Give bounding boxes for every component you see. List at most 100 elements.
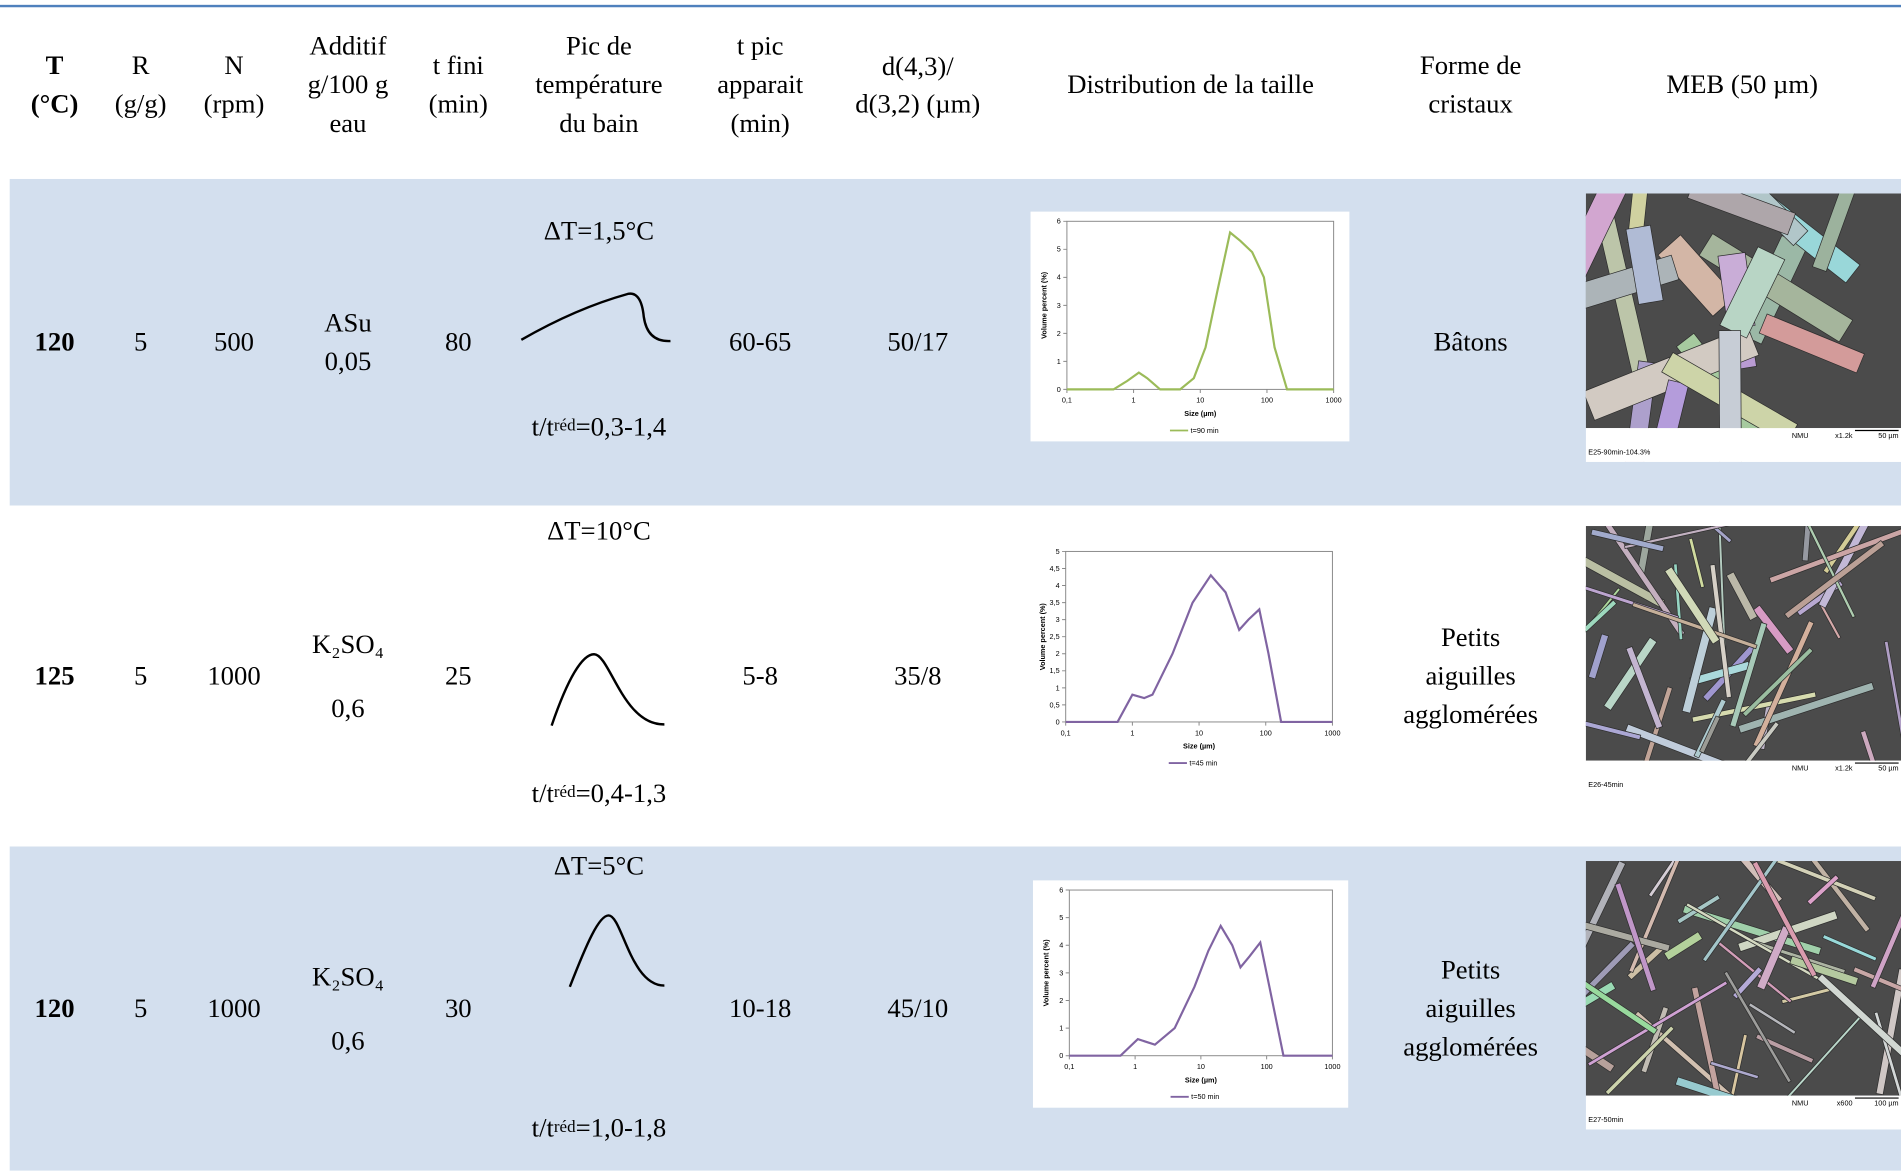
x-tick-label: 10 xyxy=(1195,728,1203,737)
sem-crystal xyxy=(1625,224,1664,305)
sem-crystal xyxy=(1785,526,1856,619)
sem-crystal xyxy=(1748,1002,1797,1035)
sem-image: NMU x1.2k 50 µm E26-45min xyxy=(1585,526,1901,795)
x-tick-label: 0,1 xyxy=(1062,396,1072,405)
sem-caption-bar xyxy=(1585,428,1901,462)
t-ratio-main: t/t xyxy=(531,777,554,808)
x-tick-label: 1000 xyxy=(1324,1062,1340,1071)
sem-crystal xyxy=(1816,973,1901,1083)
cell-t-fini: 80 xyxy=(444,326,472,357)
sem-crystal xyxy=(1585,958,1658,1035)
sem-scale: 100 µm xyxy=(1874,1098,1898,1107)
sem-crystal xyxy=(1604,1025,1675,1096)
sem-crystal xyxy=(1751,861,1818,978)
cell-T: 120 xyxy=(34,992,75,1024)
sem-crystal xyxy=(1585,981,1617,1017)
legend-label: t=50 min xyxy=(1191,1092,1219,1101)
delta-t: ΔT=10°C xyxy=(547,515,651,546)
x-axis-label: Size (µm) xyxy=(1185,1075,1218,1084)
x-tick-label: 0,1 xyxy=(1061,728,1071,737)
sem-crystal xyxy=(1758,313,1865,374)
y-tick-label: 0 xyxy=(1056,717,1060,726)
t-ratio-sub: réd xyxy=(553,1118,576,1137)
cell-d: 35/8 xyxy=(894,660,942,691)
cell-forme: Petits aiguilles agglomérées xyxy=(1403,954,1539,1062)
sem-label: E27-50min xyxy=(1588,1115,1623,1124)
y-tick-label: 2 xyxy=(1056,649,1060,658)
x-tick-label: 1 xyxy=(1132,396,1136,405)
distribution-chart: 0 0,5 1 1,5 2 2,5 3 3,5 4 4,5 5 0,1 1 10 100 1000 Size (… xyxy=(1029,541,1349,774)
y-tick-label: 1 xyxy=(1057,357,1061,366)
cell-N: 1000 xyxy=(207,660,261,691)
cell-R: 5 xyxy=(133,992,148,1024)
sem-crystal xyxy=(1657,234,1736,317)
sem-image: NMU x1.2k 50 µm E25-90min-104.3% xyxy=(1585,193,1901,462)
sem-crystal xyxy=(1688,537,1705,589)
y-tick-label: 1 xyxy=(1059,1024,1063,1033)
sem-crystal xyxy=(1737,681,1875,734)
sem-magnification: x1.2k xyxy=(1835,431,1853,440)
legend-label: t=90 min xyxy=(1191,426,1219,435)
header-cell: Forme de cristaux xyxy=(1419,49,1522,119)
sem-crystal xyxy=(1585,599,1618,633)
sem-crystal xyxy=(1875,968,1901,1096)
y-tick-label: 5 xyxy=(1056,547,1060,556)
header-cell: t fini (min) xyxy=(428,49,488,119)
y-tick-label: 4 xyxy=(1059,941,1063,950)
sem-crystal xyxy=(1588,633,1609,680)
y-tick-label: 5 xyxy=(1059,913,1063,922)
temperature-sketch xyxy=(550,653,665,726)
sem-crystal xyxy=(1664,566,1721,645)
t-ratio-sub: réd xyxy=(553,417,576,436)
sem-label: E26-45min xyxy=(1588,780,1623,789)
cell-additif: ASu 0,05 xyxy=(324,307,372,377)
sem-magnification: x600 xyxy=(1837,1098,1853,1107)
x-tick-label: 1000 xyxy=(1324,728,1340,737)
y-tick-label: 1,5 xyxy=(1050,666,1060,675)
x-tick-label: 10 xyxy=(1197,1062,1205,1071)
sem-crystal xyxy=(1587,980,1729,1067)
sem-crystal xyxy=(1585,714,1642,741)
distribution-line xyxy=(1065,573,1333,724)
cell-R: 5 xyxy=(133,660,148,691)
sem-crystal xyxy=(1585,193,1641,308)
cell-t-fini: 30 xyxy=(444,992,472,1024)
sem-crystal xyxy=(1590,528,1665,553)
sem-scale: 50 µm xyxy=(1878,431,1898,440)
x-tick-label: 100 xyxy=(1261,1062,1273,1071)
x-tick-label: 10 xyxy=(1196,396,1204,405)
sem-crystal xyxy=(1742,647,1814,718)
y-tick-label: 1 xyxy=(1056,683,1060,692)
sem-crystal xyxy=(1709,1060,1760,1080)
header-cell: N (rpm) xyxy=(203,49,265,119)
y-tick-label: 0 xyxy=(1059,1051,1063,1060)
cell-forme: Petits aiguilles agglomérées xyxy=(1403,621,1539,730)
header-cell: Additif g/100 g eau xyxy=(307,30,389,138)
cell-d: 50/17 xyxy=(887,326,949,357)
sem-crystal xyxy=(1603,636,1658,711)
delta-t: ΔT=5°C xyxy=(553,850,645,881)
sem-crystal xyxy=(1585,861,1627,956)
header-cell: Distribution de la taille xyxy=(1067,68,1314,100)
cell-R: 5 xyxy=(133,326,148,357)
cell-t-fini: 25 xyxy=(444,660,472,691)
header-cell: d(4,3)/ d(3,2) (µm) xyxy=(855,50,981,119)
sem-crystal xyxy=(1614,882,1657,992)
t-ratio-main: t/t xyxy=(531,411,554,442)
cell-N: 500 xyxy=(213,326,254,357)
sem-crystal xyxy=(1752,604,1795,655)
sem-crystal xyxy=(1873,1011,1901,1130)
y-tick-label: 6 xyxy=(1057,217,1061,226)
sem-detector: NMU xyxy=(1792,1098,1809,1107)
y-axis-label: Volume percent (%) xyxy=(1039,271,1048,339)
y-axis-label: Volume percent (%) xyxy=(1042,939,1051,1007)
y-tick-label: 0,5 xyxy=(1050,700,1060,709)
t-ratio-rest: =1,0-1,8 xyxy=(575,1112,667,1143)
distribution-line xyxy=(1069,923,1333,1057)
x-tick-label: 100 xyxy=(1261,396,1273,405)
header-cell: R (g/g) xyxy=(114,49,167,119)
t-ratio: t/t réd =0,3-1,4 xyxy=(508,408,690,447)
cell-d: 45/10 xyxy=(887,992,949,1024)
header-cell: Pic de température du bain xyxy=(535,30,663,138)
